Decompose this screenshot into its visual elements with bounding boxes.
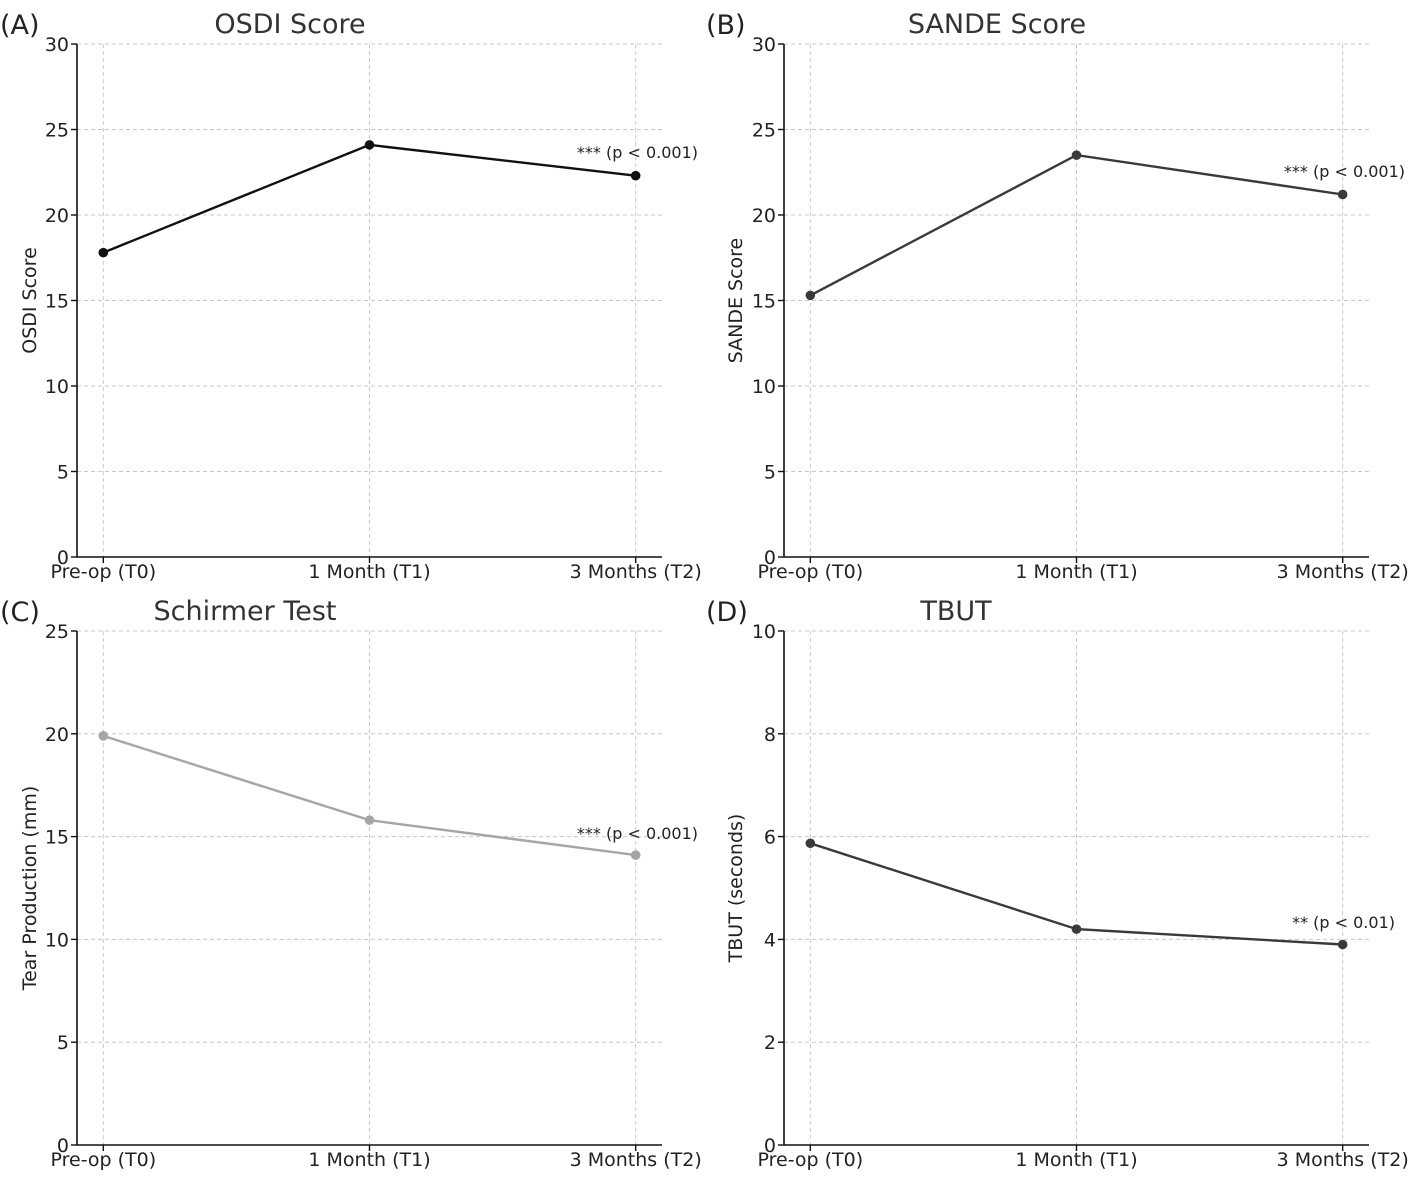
data-point — [1337, 189, 1348, 200]
y-axis-label: OSDI Score — [19, 247, 41, 354]
chart-panel-c: 0 5 10 15 20 25 Pre-op (T0) 1 Month (T1) 3 Month… — [0, 596, 702, 1171]
significance-annotation: *** (p < 0.001) — [577, 824, 698, 843]
y-tick-label: 10 — [45, 376, 69, 398]
y-axis-label: SANDE Score — [725, 238, 747, 364]
chart-title: SANDE Score — [908, 9, 1086, 40]
x-tick-label: 3 Months (T2) — [1277, 1149, 1409, 1171]
chart-panel-d: 0 2 4 6 8 10 Pre-op (T0) 1 Month (T1) 3 Months (… — [706, 596, 1409, 1171]
significance-annotation: *** (p < 0.001) — [577, 143, 698, 162]
data-point — [98, 731, 109, 741]
chart-panel-b: 0 5 10 15 20 25 30 Pre-op (T0) 1 Month (T1) 3 Mon… — [706, 9, 1409, 583]
y-tick-label: 25 — [45, 621, 69, 643]
x-tick-label: 3 Months (T2) — [570, 1149, 702, 1171]
x-tick-label: 3 Months (T2) — [1277, 561, 1409, 583]
y-axis-label: TBUT (seconds) — [725, 814, 747, 964]
data-point — [364, 815, 375, 825]
data-point — [630, 170, 641, 181]
y-tick-label: 25 — [45, 120, 69, 142]
panel-label: (C) — [0, 597, 40, 628]
data-point — [630, 850, 641, 860]
chart-title: OSDI Score — [214, 9, 365, 40]
y-tick-label: 0 — [764, 547, 776, 569]
y-tick-label: 5 — [764, 462, 776, 484]
y-tick-label: 10 — [752, 376, 776, 398]
x-tick-label: 1 Month (T1) — [308, 561, 430, 583]
y-tick-label: 0 — [57, 1135, 69, 1157]
x-tick-label: Pre-op (T0) — [757, 561, 863, 583]
x-tick-label: Pre-op (T0) — [50, 561, 156, 583]
data-point — [98, 247, 109, 258]
y-tick-label: 20 — [45, 724, 69, 746]
data-point — [805, 290, 816, 301]
y-tick-label: 5 — [57, 1032, 69, 1054]
y-tick-label: 0 — [764, 1135, 776, 1157]
x-tick-label: Pre-op (T0) — [757, 1149, 863, 1171]
x-tick-label: 3 Months (T2) — [570, 561, 702, 583]
data-point — [1071, 150, 1082, 160]
y-tick-label: 8 — [764, 724, 776, 746]
chart-title: Schirmer Test — [154, 596, 337, 627]
panel-label: (A) — [0, 10, 40, 41]
y-tick-label: 15 — [45, 291, 69, 313]
panel-label: (B) — [706, 10, 746, 41]
y-tick-label: 6 — [764, 827, 776, 849]
x-tick-label: Pre-op (T0) — [50, 1149, 156, 1171]
y-tick-label: 30 — [45, 34, 69, 56]
y-tick-label: 15 — [45, 827, 69, 849]
data-point — [364, 140, 375, 150]
data-point — [1071, 924, 1082, 934]
y-tick-label: 10 — [45, 929, 69, 951]
y-tick-label: 5 — [57, 462, 69, 484]
chart-title: TBUT — [919, 596, 992, 627]
panel-label: (D) — [706, 597, 748, 628]
y-tick-label: 20 — [752, 205, 776, 227]
significance-annotation: *** (p < 0.001) — [1284, 162, 1405, 181]
y-tick-label: 2 — [764, 1032, 776, 1054]
y-tick-label: 10 — [752, 621, 776, 643]
y-tick-label: 30 — [752, 34, 776, 56]
x-tick-label: 1 Month (T1) — [1015, 1149, 1137, 1171]
series-line — [809, 153, 1343, 297]
y-tick-label: 20 — [45, 205, 69, 227]
y-tick-label: 4 — [764, 929, 776, 951]
x-tick-label: 1 Month (T1) — [308, 1149, 430, 1171]
y-tick-label: 15 — [752, 291, 776, 313]
y-tick-label: 0 — [57, 547, 69, 569]
chart-panel-a: 0 5 10 15 20 25 30 Pre-op (T0) 1 Month (T1) 3 Mon… — [0, 9, 702, 583]
y-axis-label: Tear Production (mm) — [19, 786, 41, 992]
x-tick-label: 1 Month (T1) — [1015, 561, 1137, 583]
y-tick-label: 25 — [752, 120, 776, 142]
data-point — [1337, 939, 1348, 950]
data-point — [805, 838, 816, 849]
significance-annotation: ** (p < 0.01) — [1292, 913, 1395, 932]
